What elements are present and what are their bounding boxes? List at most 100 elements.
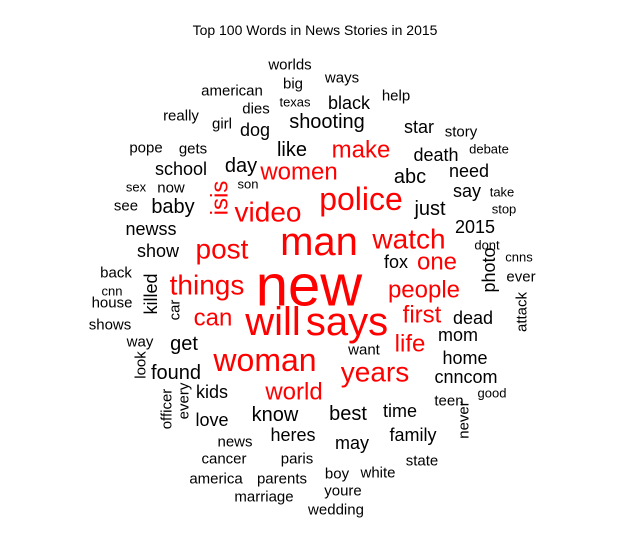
word-things: things bbox=[170, 270, 245, 301]
word-every: every bbox=[176, 382, 193, 419]
word-first: first bbox=[403, 302, 442, 329]
word-good: good bbox=[478, 386, 507, 401]
word-never: never bbox=[456, 401, 473, 439]
word-say: say bbox=[453, 181, 481, 201]
word-white: white bbox=[359, 465, 395, 482]
word-teen: teen bbox=[434, 393, 463, 410]
word-texas: texas bbox=[279, 95, 311, 110]
word-take: take bbox=[490, 185, 515, 200]
word-story: story bbox=[445, 124, 478, 141]
word-need: need bbox=[449, 161, 489, 181]
word-look: look bbox=[133, 351, 150, 379]
word-shooting: shooting bbox=[289, 111, 365, 133]
word-now: now bbox=[157, 180, 185, 197]
word-way: way bbox=[126, 334, 154, 351]
word-star: star bbox=[404, 117, 434, 137]
word-help: help bbox=[382, 88, 410, 105]
word-years: years bbox=[341, 357, 409, 388]
word-cnn: cnn bbox=[102, 284, 123, 299]
word-black: black bbox=[328, 93, 371, 113]
word-really: really bbox=[163, 108, 199, 125]
word-attack: attack bbox=[514, 291, 531, 332]
word-american: american bbox=[201, 83, 263, 100]
word-get: get bbox=[170, 333, 198, 355]
word-dies: dies bbox=[242, 101, 270, 118]
word-found: found bbox=[151, 362, 201, 384]
word-can: can bbox=[194, 305, 233, 332]
word-parents: parents bbox=[257, 471, 307, 488]
word-girl: girl bbox=[212, 116, 232, 133]
word-show: show bbox=[137, 241, 180, 261]
word-paris: paris bbox=[281, 451, 314, 468]
word-isis: isis bbox=[207, 181, 234, 216]
word-world: world bbox=[264, 379, 322, 406]
word-gets: gets bbox=[179, 141, 207, 158]
word-want: want bbox=[347, 342, 381, 359]
word-video: video bbox=[235, 197, 302, 228]
word-cancer: cancer bbox=[201, 451, 246, 468]
word-see: see bbox=[114, 198, 138, 215]
word-post: post bbox=[196, 234, 249, 265]
word-says: says bbox=[306, 300, 388, 344]
word-car: car bbox=[167, 300, 184, 321]
word-marriage: marriage bbox=[234, 489, 293, 506]
word-heres: heres bbox=[270, 425, 315, 445]
word-big: big bbox=[283, 76, 303, 93]
word-woman: woman bbox=[212, 342, 316, 378]
word-baby: baby bbox=[151, 196, 194, 218]
word-worlds: worlds bbox=[267, 57, 311, 74]
word-kids: kids bbox=[196, 382, 228, 402]
word-one: one bbox=[417, 249, 457, 276]
word-family: family bbox=[389, 425, 436, 445]
word-will: will bbox=[244, 300, 301, 344]
word-watch: watch bbox=[371, 224, 445, 255]
word-house: house bbox=[92, 295, 133, 312]
word-news: news bbox=[217, 434, 252, 451]
word-police: police bbox=[319, 181, 403, 217]
word-just: just bbox=[413, 198, 446, 220]
word-new: new bbox=[256, 254, 364, 319]
word-time: time bbox=[383, 401, 417, 421]
word-cnncom: cnncom bbox=[434, 367, 497, 387]
word-son: son bbox=[238, 177, 259, 192]
word-people: people bbox=[388, 277, 460, 304]
word-school: school bbox=[155, 159, 207, 179]
word-mom: mom bbox=[438, 325, 478, 345]
word-sex: sex bbox=[126, 180, 147, 195]
word-like: like bbox=[277, 139, 307, 161]
word-officer: officer bbox=[159, 389, 176, 430]
word-abc: abc bbox=[394, 166, 426, 188]
word-wedding: wedding bbox=[307, 502, 364, 519]
word-newss: newss bbox=[125, 219, 176, 239]
word-love: love bbox=[195, 410, 228, 430]
word-know: know bbox=[252, 404, 299, 426]
word-women: women bbox=[259, 159, 337, 186]
word-dog: dog bbox=[240, 120, 270, 140]
word-man: man bbox=[280, 220, 358, 264]
word-boy: boy bbox=[325, 466, 350, 483]
word-life: life bbox=[395, 331, 426, 358]
word-ever: ever bbox=[506, 269, 535, 286]
word-make: make bbox=[332, 137, 391, 164]
word-america: america bbox=[189, 471, 243, 488]
word-death: death bbox=[413, 145, 458, 165]
word-cnns: cnns bbox=[505, 250, 533, 265]
word-best: best bbox=[329, 403, 367, 425]
word-home: home bbox=[442, 348, 487, 368]
word-youre: youre bbox=[324, 483, 362, 500]
word-shows: shows bbox=[89, 317, 132, 334]
chart-title: Top 100 Words in News Stories in 2015 bbox=[192, 22, 438, 38]
word-killed: killed bbox=[141, 273, 161, 314]
word-dont: dont bbox=[474, 238, 500, 253]
word-pope: pope bbox=[129, 140, 162, 157]
word-photo: photo bbox=[479, 247, 499, 292]
word-may: may bbox=[335, 433, 369, 453]
word-back: back bbox=[100, 265, 132, 282]
word-state: state bbox=[406, 453, 439, 470]
word-stop: stop bbox=[492, 202, 517, 217]
word-dead: dead bbox=[453, 308, 493, 328]
word-debate: debate bbox=[469, 142, 509, 157]
word-2015: 2015 bbox=[455, 217, 495, 237]
word-day: day bbox=[225, 155, 257, 177]
